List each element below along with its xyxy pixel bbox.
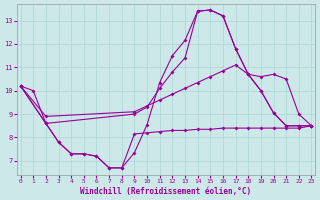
X-axis label: Windchill (Refroidissement éolien,°C): Windchill (Refroidissement éolien,°C) — [80, 187, 252, 196]
